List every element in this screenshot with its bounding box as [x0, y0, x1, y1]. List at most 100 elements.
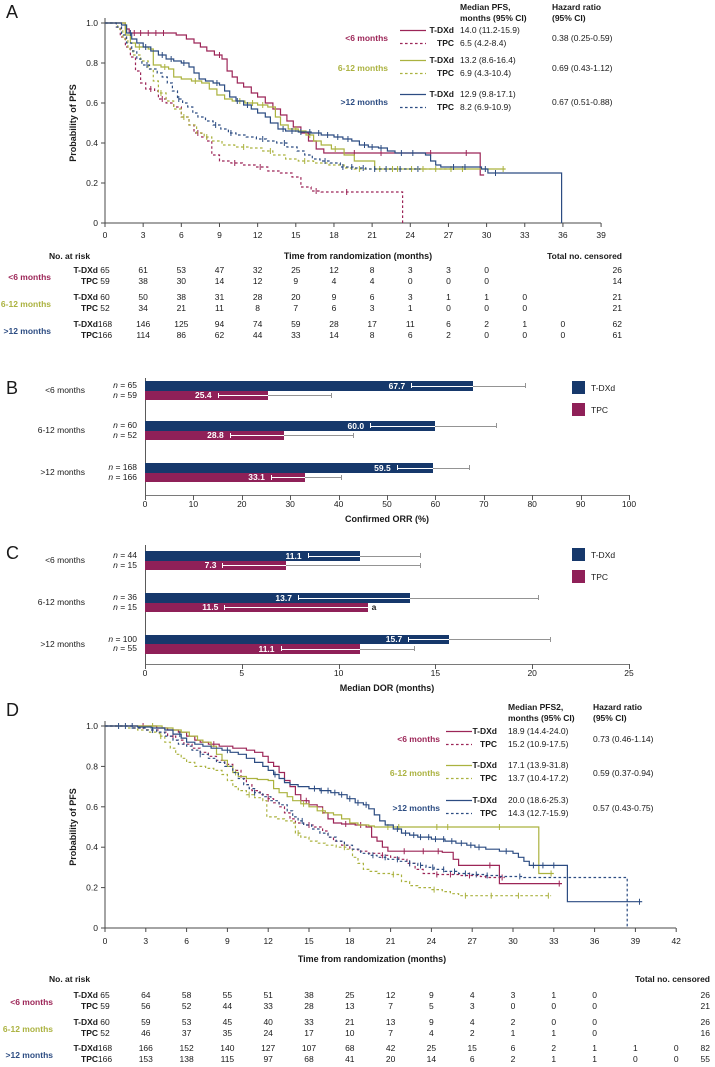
risk-count: 28	[304, 1001, 314, 1011]
x-tick-label: 33	[549, 936, 559, 946]
censored-count: 26	[700, 990, 710, 1000]
ci-upper-cap	[549, 636, 551, 642]
censored-count: 21	[612, 292, 622, 302]
ci-outer-line	[435, 425, 496, 427]
x-tick	[629, 664, 630, 669]
ci-inner-line	[280, 648, 360, 650]
x-tick	[338, 495, 340, 500]
legend-line-sample-dashed	[400, 72, 426, 75]
km-plot-panel-d: 1.00.80.60.40.200 3 6 9 12 15 18 21 24 27 30 33 36 39…	[68, 721, 681, 964]
risk-count: 45	[222, 1017, 233, 1027]
censored-count: 61	[612, 330, 622, 340]
n-label: n = 55	[113, 643, 137, 653]
risk-count: 94	[214, 319, 225, 329]
risk-count: 65	[100, 265, 110, 275]
bar-value-label: 25.4	[195, 390, 212, 400]
ci-outer-line	[284, 435, 354, 437]
risk-group-label: 6-12 months	[2, 1023, 53, 1034]
risk-count: 7	[388, 1001, 393, 1011]
risk-count: 0	[522, 292, 528, 302]
ci-upper-cap	[524, 383, 526, 389]
risk-count: 0	[673, 1054, 679, 1064]
x-tick	[241, 495, 243, 500]
risk-count: 0	[484, 330, 489, 340]
y-tick-label: 1.0	[86, 18, 98, 28]
risk-count: 140	[220, 1043, 235, 1053]
bar-chart-panel-b: 0 10 20 30 40 50 60 70 80 90 100 Confirmed ORR (%) <…	[0, 378, 715, 545]
risk-count: 7	[388, 1028, 393, 1038]
x-tick	[532, 664, 534, 669]
legend-swatch-tpc	[572, 570, 585, 583]
legend-line-sample-dashed	[446, 777, 472, 780]
km-curve-6-12-months-tpc	[105, 22, 454, 170]
x-tick	[532, 495, 534, 500]
bar-value-label: 15.7	[385, 634, 403, 644]
censored-count: 21	[700, 1001, 710, 1011]
y-tick-label: 0.6	[86, 802, 98, 812]
risk-count: 1	[510, 1028, 516, 1038]
bar-chart-panel-c: 0 5 10 15 20 25 Median DOR (months) <6 months n …	[0, 545, 715, 700]
x-tick	[387, 495, 388, 500]
risk-count: 64	[141, 990, 151, 1000]
x-tick-label: 20	[527, 668, 537, 678]
risk-count: 0	[484, 265, 489, 275]
risk-count: 20	[291, 292, 301, 302]
risk-count: 1	[592, 1043, 597, 1053]
ci-upper-cap	[538, 595, 539, 601]
y-tick-label: 1.0	[86, 721, 98, 731]
ci-inner-line	[370, 425, 436, 427]
y-tick-label: 0	[93, 923, 98, 933]
x-tick	[241, 664, 243, 669]
risk-count: 86	[176, 330, 187, 340]
x-tick-label: 10	[333, 668, 344, 678]
risk-count: 17	[304, 1028, 314, 1038]
legend-hazard-ratio: 0.57 (0.43-0.75)	[593, 802, 654, 813]
bar-tpc	[145, 472, 306, 482]
panel-a-label: A	[6, 2, 19, 22]
risk-count: 0	[484, 276, 489, 286]
risk-count: 47	[214, 265, 225, 275]
legend-median-value: 14.0 (11.2-15.9)	[460, 25, 520, 35]
x-tick-label: 21	[367, 230, 377, 240]
legend-arm-label: T-DXd	[472, 726, 497, 736]
censored-count: 14	[612, 276, 622, 286]
bar-value-label: 59.5	[374, 462, 391, 473]
risk-count: 13	[385, 1017, 396, 1027]
legend-arm-label: TPC	[480, 773, 497, 783]
x-tick-label: 30	[482, 230, 492, 240]
x-tick-label: 60	[430, 499, 441, 509]
ci-inner-line	[222, 565, 287, 567]
risk-count: 60	[100, 292, 110, 302]
ci-lower-cap	[408, 636, 410, 642]
km-curve--6-months-t-dxd	[105, 22, 485, 176]
risk-count: 14	[426, 1054, 437, 1064]
x-tick-label: 42	[671, 936, 681, 946]
x-tick-label: 39	[596, 230, 606, 240]
km-plot-panel-a: 1.00.80.60.40.200 3 6 9 12 15 18 21 24 27 30 33 36 39…	[68, 18, 606, 240]
risk-count: 1	[484, 292, 489, 302]
risk-count: 0	[560, 319, 566, 329]
legend-median-value: 18.9 (14.4-24.0)	[508, 726, 569, 736]
risk-table-panel-a: No. at risk Time from randomization (mont…	[0, 245, 715, 378]
x-tick-label: 70	[479, 499, 489, 509]
ci-upper-cap	[495, 423, 497, 429]
risk-count: 107	[301, 1043, 317, 1053]
risk-count: 9	[331, 292, 337, 302]
risk-count: 15	[467, 1043, 477, 1053]
risk-table-header: No. at risk	[49, 251, 91, 261]
x-tick	[145, 495, 146, 500]
ci-outer-line	[286, 565, 420, 567]
risk-count: 20	[385, 1054, 396, 1064]
legend-group-label: <6 months	[345, 32, 388, 43]
x-tick-label: 100	[621, 499, 637, 509]
bar-tdxd	[145, 381, 473, 391]
risk-count: 12	[252, 276, 263, 286]
x-tick	[193, 495, 195, 500]
legend-group-label: >12 months	[340, 96, 388, 107]
risk-count: 38	[304, 990, 314, 1000]
censored-count: 26	[700, 1017, 710, 1027]
risk-count: 0	[592, 1028, 597, 1038]
censored-count: 21	[612, 303, 622, 313]
risk-count: 9	[429, 1017, 434, 1027]
legend-line-sample-dashed	[446, 743, 472, 746]
